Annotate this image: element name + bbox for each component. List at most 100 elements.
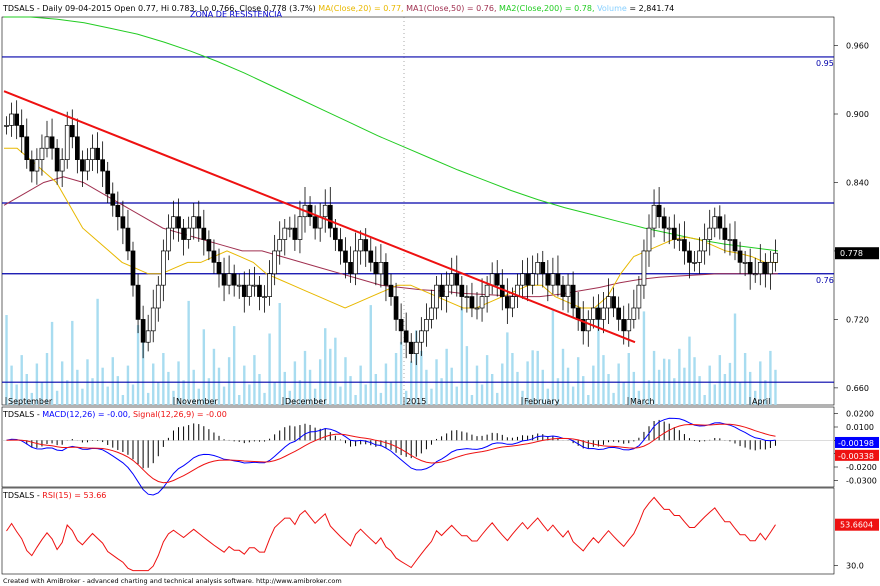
volume-bar <box>627 353 630 405</box>
price-tick-label: 0.720 <box>846 315 869 324</box>
candle-body <box>307 204 313 218</box>
candle-body <box>34 159 40 172</box>
rsi-y-axis: 30.0 <box>834 561 864 570</box>
volume-bar <box>480 384 484 405</box>
price-tick-label: 0.900 <box>846 110 869 119</box>
rsi-value-tag: 53.6604 <box>835 518 879 531</box>
candle-body <box>252 284 257 287</box>
volume-bar <box>298 380 302 405</box>
candle-body <box>130 250 136 286</box>
candle-body <box>80 159 85 172</box>
volume-bar <box>339 386 342 405</box>
candle-body <box>166 227 171 252</box>
candle-body <box>601 307 606 320</box>
candle-body <box>161 250 166 286</box>
candle-body <box>763 262 768 275</box>
volume-bar <box>430 388 433 405</box>
rsi-tick-label: 30.0 <box>846 561 864 570</box>
rsi-polyline <box>6 496 776 572</box>
candle-body <box>368 250 374 263</box>
candle-body <box>489 273 495 286</box>
volume-bar <box>576 357 580 405</box>
volume-bar <box>96 298 99 405</box>
volume-bar <box>238 395 241 405</box>
volume-bar <box>769 350 772 405</box>
volume-bar <box>455 386 458 405</box>
candle-body <box>717 216 723 229</box>
macd-value-box <box>835 436 879 448</box>
candle-body <box>85 159 90 172</box>
last-price-value: 0.778 <box>840 249 863 258</box>
candle-body <box>54 147 60 172</box>
candle-body <box>236 284 242 287</box>
volume-bar <box>410 361 413 405</box>
volume-bar <box>647 380 651 405</box>
candle-body <box>383 262 389 286</box>
candle-body <box>707 227 713 240</box>
volume-bar <box>344 357 347 405</box>
macd-lines <box>6 417 776 496</box>
candle-body <box>575 307 581 320</box>
candle-body <box>424 319 429 332</box>
candle-body <box>484 284 490 297</box>
date-label: December <box>285 397 327 406</box>
volume-bar <box>759 361 762 405</box>
candle-body <box>125 227 131 252</box>
candle-body <box>19 125 25 138</box>
volume-bar <box>268 333 271 405</box>
volume-bar <box>637 390 641 405</box>
candle-body <box>656 204 662 218</box>
candle-body <box>444 284 449 297</box>
volume-bar <box>141 324 145 405</box>
candle-body <box>661 216 667 229</box>
volume-bar <box>167 371 170 405</box>
candlesticks <box>4 100 778 366</box>
volume-bar <box>688 336 691 405</box>
volume-bar <box>45 353 49 405</box>
candle-body <box>110 193 116 206</box>
volume-bar <box>283 371 286 405</box>
candle-body <box>540 262 546 275</box>
volume-bar <box>20 355 23 405</box>
volume-bar <box>364 384 367 405</box>
candle-body <box>515 284 520 297</box>
volume-bar <box>248 384 251 405</box>
candle-body <box>373 262 379 275</box>
volume-bar <box>703 395 706 405</box>
candle-body <box>596 307 601 320</box>
candle-body <box>621 319 627 332</box>
last-price-box <box>835 247 879 260</box>
candle-body <box>646 227 652 252</box>
volume-bar <box>293 361 297 405</box>
candle-body <box>353 250 358 275</box>
volume-bar <box>748 371 752 405</box>
volume-bar <box>76 369 79 405</box>
macd-tick-label: 0.0200 <box>846 410 874 419</box>
volume-bar <box>516 371 519 405</box>
volume-bar <box>40 382 44 405</box>
candle-body <box>171 216 176 229</box>
candle-body <box>64 125 70 160</box>
volume-bar <box>369 305 372 405</box>
volume-bar <box>106 386 109 405</box>
volume-bar <box>718 355 722 405</box>
volume-bar <box>222 386 226 405</box>
date-label: 2015 <box>406 397 426 406</box>
volume-bar <box>15 384 18 405</box>
candle-body <box>297 216 303 240</box>
volume-bar <box>612 392 615 405</box>
candle-body <box>580 319 586 332</box>
volume-bar <box>55 390 59 405</box>
volume-bar <box>91 378 94 405</box>
candle-body <box>469 296 475 309</box>
candle-body <box>262 296 267 298</box>
footer-credit: Created with AmiBroker - advanced charti… <box>3 577 342 585</box>
candle-body <box>388 284 394 297</box>
volume-bar <box>470 395 474 405</box>
volume-bar <box>657 369 661 405</box>
candle-body <box>555 273 561 286</box>
volume-bar <box>440 378 443 405</box>
candle-body <box>267 273 272 297</box>
volume-bar <box>425 369 428 405</box>
